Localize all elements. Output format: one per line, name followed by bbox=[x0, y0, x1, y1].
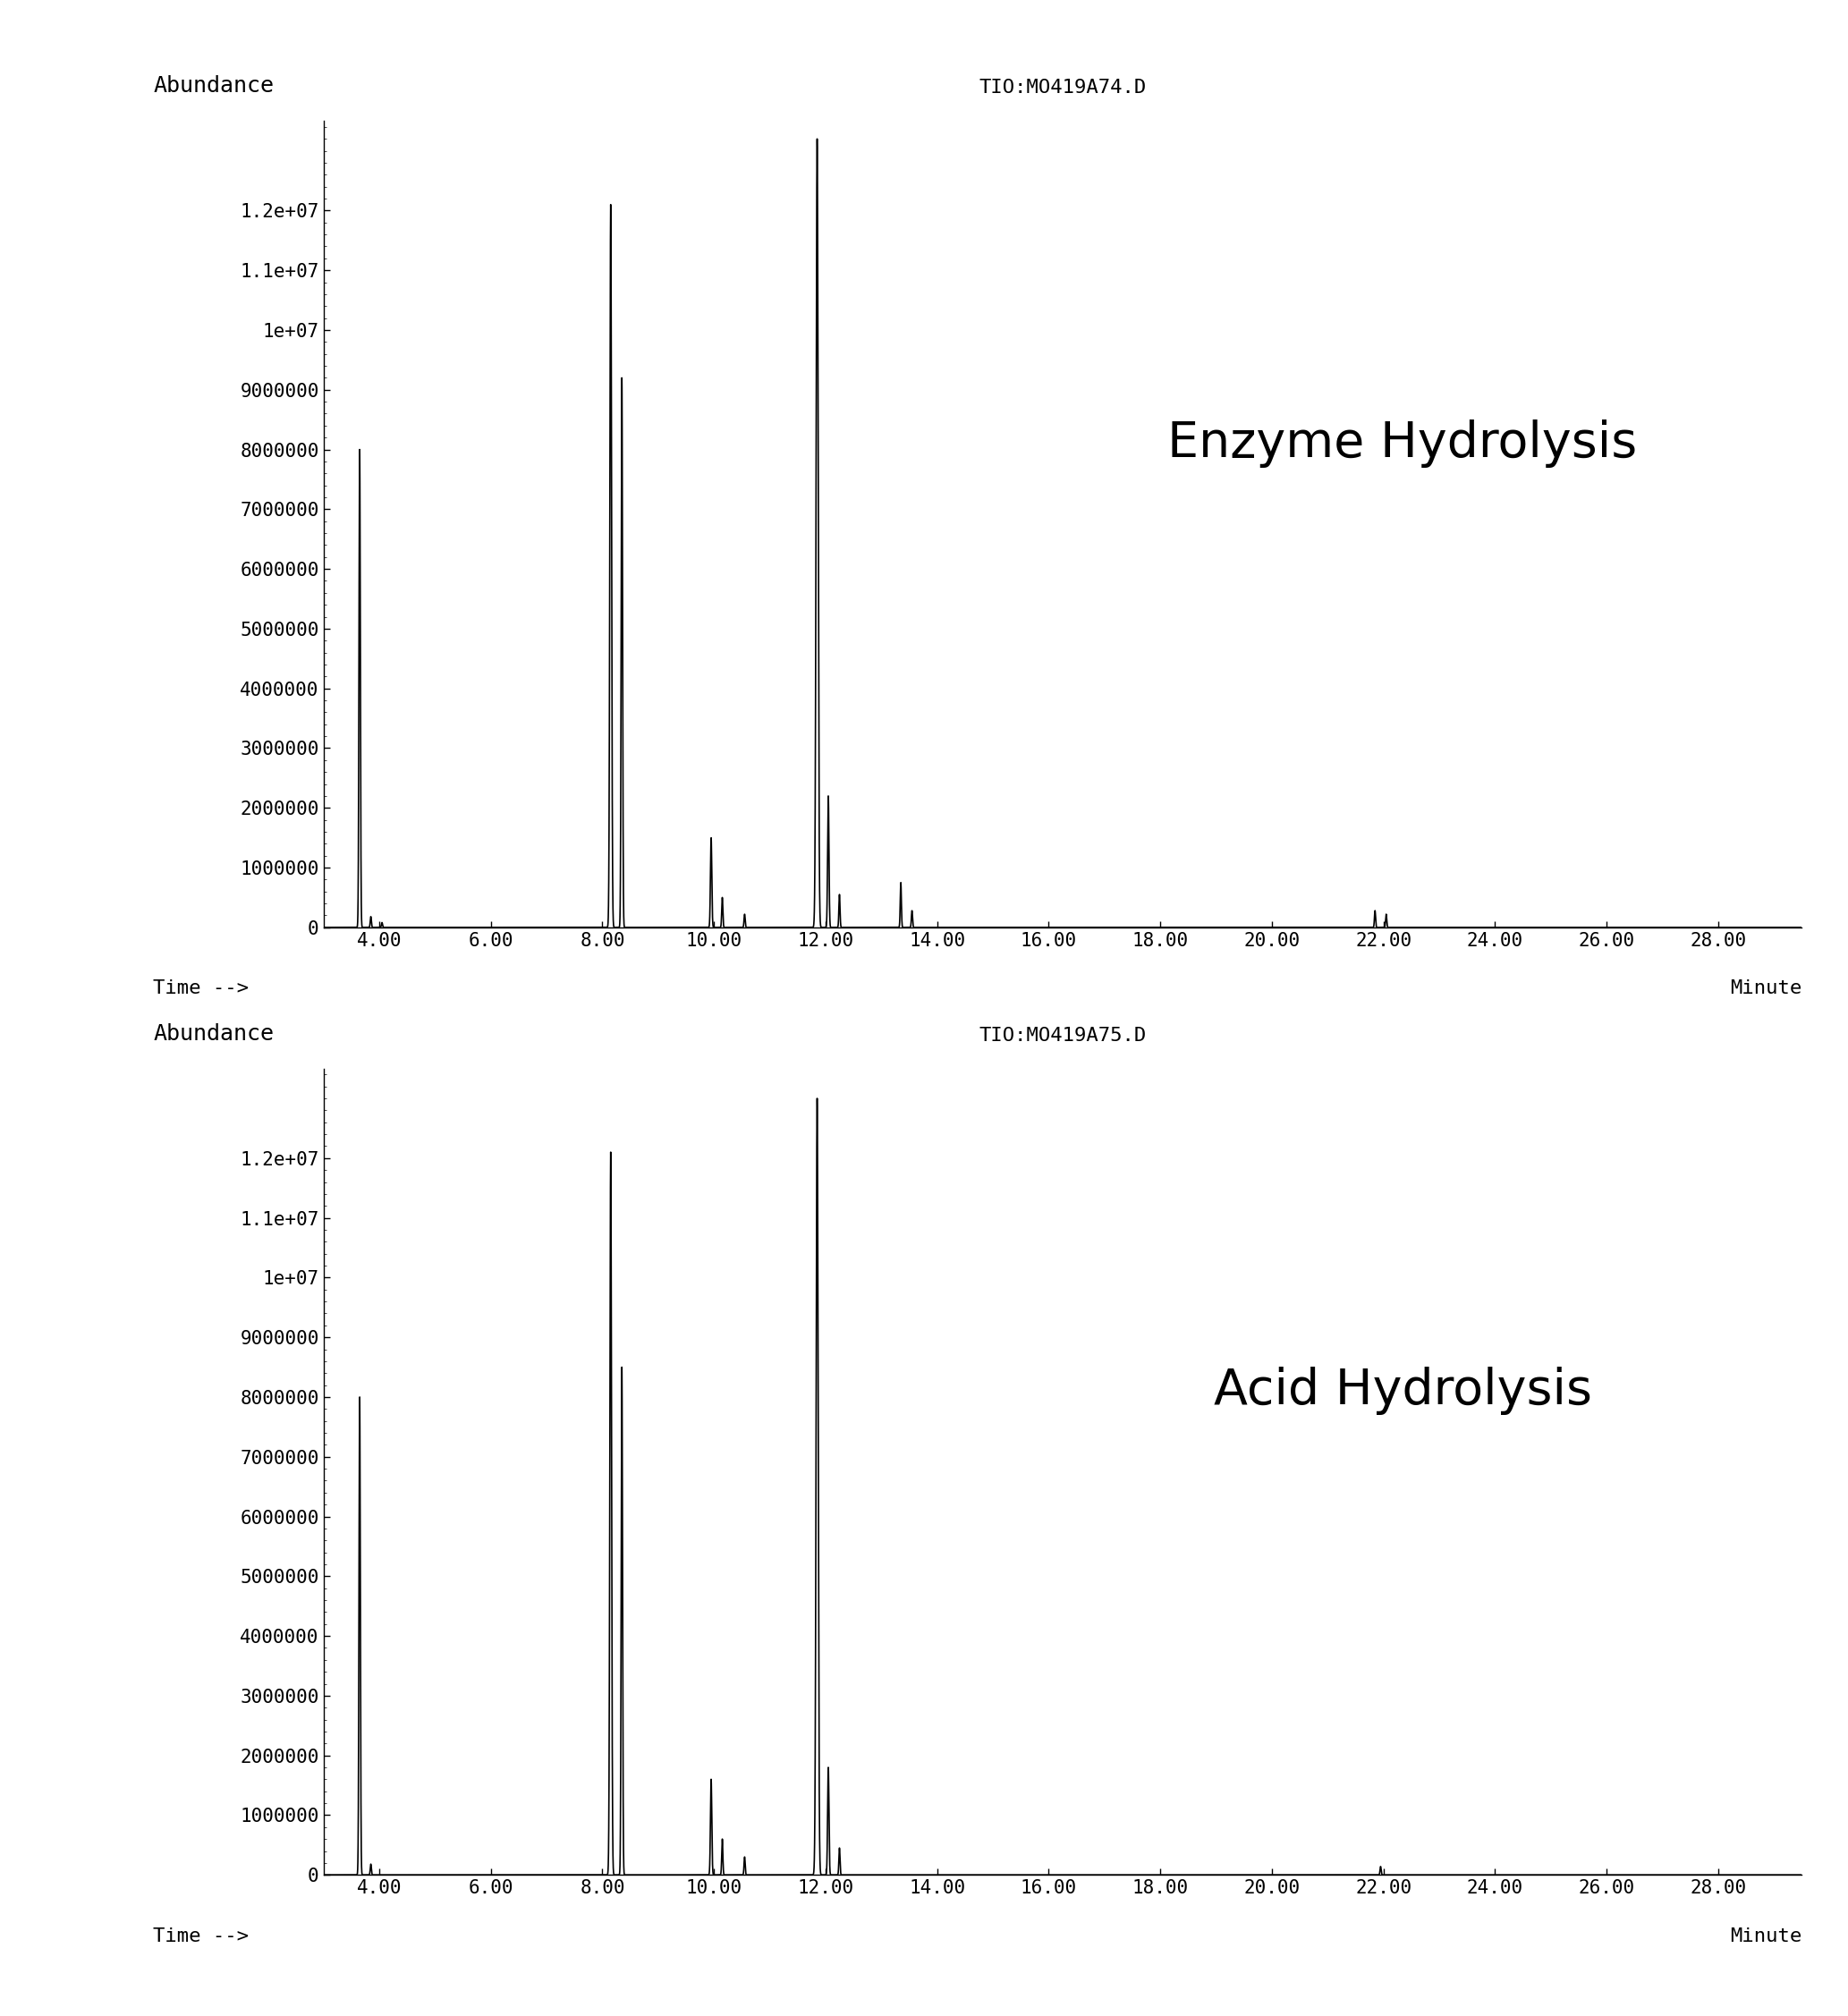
Text: Abundance: Abundance bbox=[153, 1022, 274, 1044]
Text: Acid Hydrolysis: Acid Hydrolysis bbox=[1214, 1367, 1591, 1415]
Text: TIO:MO419A75.D: TIO:MO419A75.D bbox=[979, 1026, 1146, 1044]
Text: Minute: Minute bbox=[1730, 1927, 1802, 1945]
Text: Enzyme Hydrolysis: Enzyme Hydrolysis bbox=[1168, 419, 1637, 468]
Text: Time -->: Time --> bbox=[153, 980, 249, 998]
Text: Minute: Minute bbox=[1730, 980, 1802, 998]
Text: TIO:MO419A74.D: TIO:MO419A74.D bbox=[979, 79, 1146, 97]
Text: Time -->: Time --> bbox=[153, 1927, 249, 1945]
Text: Abundance: Abundance bbox=[153, 75, 274, 97]
